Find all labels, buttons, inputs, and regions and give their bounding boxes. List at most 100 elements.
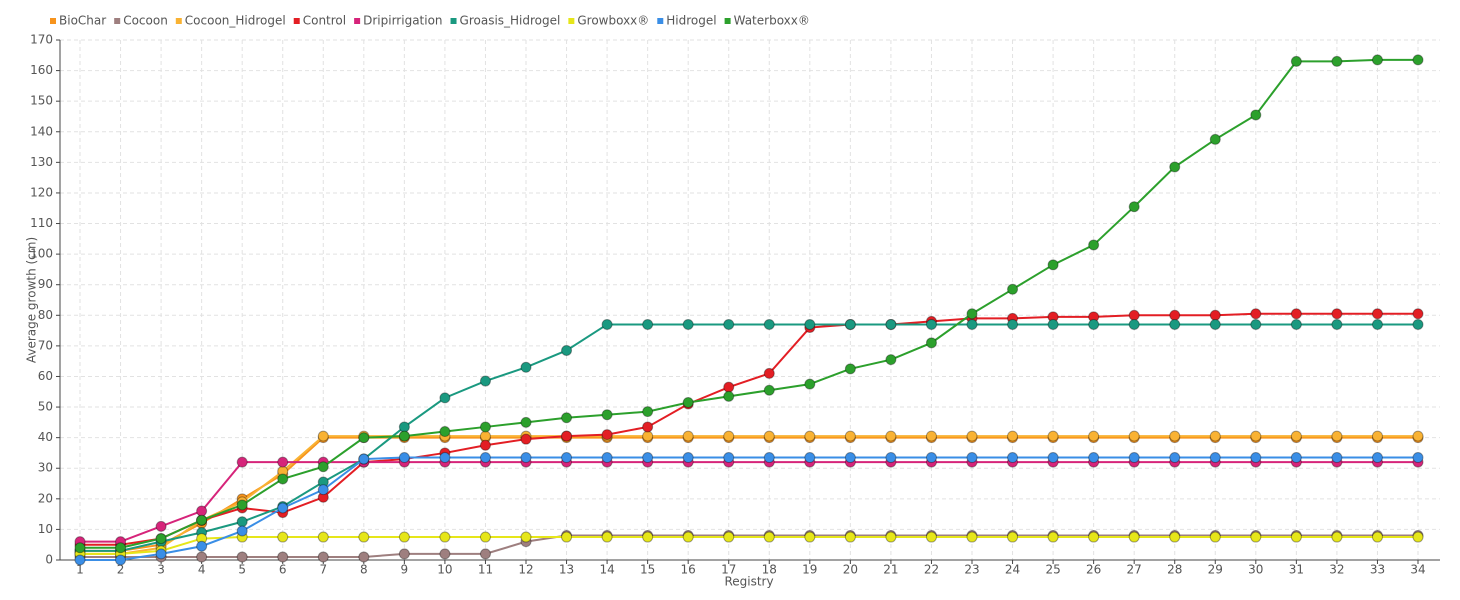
x-tick-label: 14: [599, 563, 614, 577]
y-tick-label: 160: [30, 63, 53, 77]
data-point: [277, 456, 289, 468]
data-point: [1209, 452, 1221, 464]
data-point: [601, 531, 613, 543]
y-tick-label: 20: [38, 491, 53, 505]
data-point: [763, 384, 775, 396]
x-tick-label: 33: [1370, 563, 1385, 577]
data-point: [1412, 54, 1424, 66]
data-point: [317, 461, 329, 473]
data-point: [723, 390, 735, 402]
series-line: [80, 436, 1418, 552]
legend-label: Waterboxx®: [734, 14, 810, 28]
data-point: [885, 430, 897, 442]
data-point: [520, 361, 532, 373]
data-point: [1250, 452, 1262, 464]
data-point: [196, 551, 208, 563]
data-point: [479, 375, 491, 387]
data-point: [1290, 308, 1302, 320]
data-point: [1169, 161, 1181, 173]
data-point: [1250, 531, 1262, 543]
data-point: [763, 531, 775, 543]
series-line: [80, 323, 1418, 552]
x-tick-label: 1: [76, 563, 84, 577]
data-point: [1371, 531, 1383, 543]
x-tick-label: 21: [883, 563, 898, 577]
data-point: [844, 430, 856, 442]
data-point: [682, 396, 694, 408]
series-line: [80, 435, 1418, 555]
y-tick-label: 130: [30, 155, 53, 169]
data-point: [1007, 430, 1019, 442]
series: [74, 531, 1424, 560]
x-tick-label: 22: [924, 563, 939, 577]
x-tick-label: 13: [559, 563, 574, 577]
data-point: [277, 551, 289, 563]
x-tick-label: 17: [721, 563, 736, 577]
x-tick-label: 7: [319, 563, 327, 577]
data-point: [236, 525, 248, 537]
data-point: [723, 381, 735, 393]
y-tick-label: 50: [38, 400, 53, 414]
data-point: [439, 531, 451, 543]
x-tick-label: 16: [681, 563, 696, 577]
data-point: [74, 542, 86, 554]
data-point: [682, 318, 694, 330]
data-point: [398, 548, 410, 560]
x-tick-label: 25: [1045, 563, 1060, 577]
data-point: [804, 531, 816, 543]
data-point: [520, 416, 532, 428]
data-point: [1128, 201, 1140, 213]
x-tick-label: 23: [964, 563, 979, 577]
data-point: [1331, 531, 1343, 543]
data-point: [1209, 309, 1221, 321]
data-point: [885, 318, 897, 330]
data-point: [236, 551, 248, 563]
y-tick-label: 30: [38, 461, 53, 475]
data-point: [1290, 531, 1302, 543]
data-point: [196, 540, 208, 552]
data-point: [804, 452, 816, 464]
data-point: [966, 308, 978, 320]
x-tick-label: 3: [157, 563, 165, 577]
data-point: [723, 452, 735, 464]
data-point: [1128, 309, 1140, 321]
data-point: [1290, 55, 1302, 67]
data-point: [763, 318, 775, 330]
data-point: [1128, 452, 1140, 464]
data-point: [317, 484, 329, 496]
data-point: [439, 548, 451, 560]
data-point: [358, 432, 370, 444]
data-point: [155, 548, 167, 560]
data-point: [601, 318, 613, 330]
x-tick-label: 30: [1248, 563, 1263, 577]
legend-swatch: [293, 18, 300, 24]
legend-label: Control: [303, 14, 346, 28]
data-point: [1209, 430, 1221, 442]
data-point: [520, 452, 532, 464]
data-point: [1088, 430, 1100, 442]
legend-label: Hidrogel: [666, 14, 716, 28]
data-point: [1209, 133, 1221, 145]
data-point: [196, 505, 208, 517]
y-tick-label: 10: [38, 522, 53, 536]
data-point: [885, 531, 897, 543]
data-point: [925, 452, 937, 464]
data-point: [317, 551, 329, 563]
data-point: [1007, 452, 1019, 464]
y-tick-label: 100: [30, 247, 53, 261]
legend-swatch: [50, 18, 56, 24]
series-line: [80, 456, 1418, 561]
data-point: [925, 337, 937, 349]
data-point: [74, 554, 86, 566]
legend-label: BioChar: [59, 14, 106, 28]
data-point: [520, 531, 532, 543]
data-point: [763, 452, 775, 464]
data-point: [1128, 318, 1140, 330]
data-point: [642, 430, 654, 442]
legend-label: Growboxx®: [577, 14, 649, 28]
x-tick-label: 29: [1208, 563, 1223, 577]
y-tick-label: 40: [38, 430, 53, 444]
x-tick-label: 18: [762, 563, 777, 577]
data-point: [1290, 318, 1302, 330]
